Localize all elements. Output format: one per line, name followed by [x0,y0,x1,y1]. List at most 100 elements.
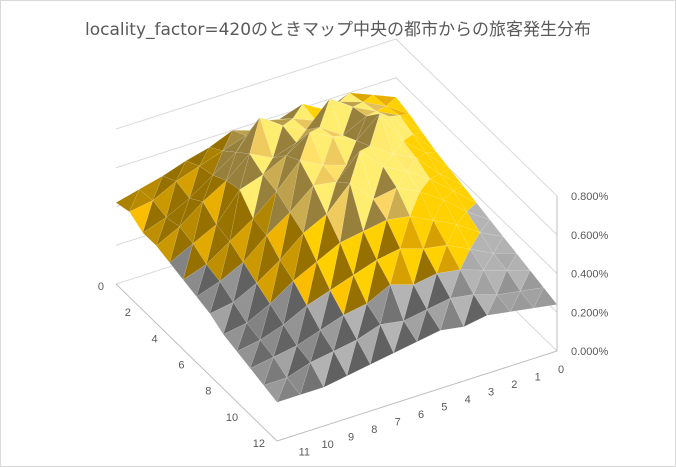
surface-facet [312,181,337,215]
x-tick-label: 0 [558,364,564,376]
surface-facet [452,190,477,213]
y-tick-label: 4 [152,333,158,345]
x-tick-label: 4 [465,394,471,406]
surface-facet [182,243,207,281]
surface-facet [483,269,508,296]
surface-facet [269,118,293,121]
surface-facet [259,117,284,159]
surface-facet [332,135,357,141]
surface-facet [128,188,154,213]
z-tick-label: 0.600% [571,230,609,242]
surface-facet [142,200,167,234]
surface-facet [353,230,378,276]
surface-facet [509,290,535,313]
surface-facet [356,303,381,341]
axis-lines [115,196,558,442]
surface-facet [276,377,301,403]
surface-facet [286,345,311,379]
surface-facet [346,339,371,377]
surface-facet [189,165,214,199]
surface-facet [269,280,294,326]
z-tick-label: 0.000% [571,346,609,358]
surface-facet [152,175,177,201]
surface-facet [299,361,324,396]
y-tick-label: 10 [226,412,238,424]
surface-facet [399,215,424,250]
surface-facet [416,309,441,343]
surface-facet [202,175,227,202]
z-tick-label: 0.200% [571,307,609,319]
surface-facet [486,294,511,316]
surface-facet [209,301,234,335]
y-tick-label: 0 [98,281,104,293]
x-tick-label: 6 [418,409,424,421]
surface-facet [372,166,397,200]
surface-facet [386,216,411,250]
surface-facet [249,356,274,386]
surface-mesh [115,92,558,403]
surface-facet [376,111,400,117]
surface-facet [413,273,438,311]
surface-facet [442,190,468,213]
surface-facet [370,323,394,365]
surface-facet [196,263,221,298]
surface-facet [339,230,364,276]
surface-facet [273,345,298,379]
surface-facet [382,166,407,189]
surface-facet [369,113,394,155]
x-tick-label: 7 [395,417,401,429]
surface-facet [402,133,427,154]
y-axis-line [115,283,278,442]
surface-facet [292,232,317,282]
surface-facet [402,141,427,159]
surface-facet [329,98,354,136]
y-tick-label: 6 [178,360,184,372]
surface-facet [219,240,244,282]
surface-facet [379,113,404,155]
y-tick-label: 12 [253,438,265,450]
tick-labels: 0.000% 0.200% 0.400% 0.600% 0.800% 0 2 4 6 8 10 12 0… [98,191,609,459]
x-axis-line [276,350,558,442]
surface-facet [319,98,344,136]
surface-facet [285,132,310,162]
y-tick-label: 8 [205,386,211,398]
surface-facet [323,350,348,388]
surface-facet [236,339,261,369]
surface-facet [266,211,291,261]
surface-facet [459,269,484,295]
surface-facet [372,94,397,107]
surface-facet [319,314,344,352]
surface-facet [332,136,357,166]
surface-facet [272,125,297,159]
z-tick-label: 0.800% [571,191,609,203]
surface-facet [406,170,431,193]
surface-facet [216,180,240,225]
x-tick-label: 8 [371,424,377,436]
z-gridline [115,38,558,197]
surface-facet [276,155,301,192]
surface-facet [393,320,418,354]
surface-facet [440,297,464,331]
surface-facet [342,106,367,137]
x-tick-label: 9 [348,432,354,444]
surface-facet [279,211,304,261]
z-tick-label: 0.400% [571,269,609,281]
x-tick-label: 5 [441,402,447,414]
surface-facet [292,103,317,122]
chart-title: locality_factor=420のときマップ中央の都市からの旅客発生分布 [84,20,592,40]
surface-facet [533,287,558,309]
surface-facet [192,201,217,245]
surface-facet [456,224,481,250]
surface-facet [179,198,204,227]
surface-facet [309,132,334,166]
surface-facet [343,303,368,341]
surface-facet [262,154,287,192]
surface-facet [273,324,298,358]
surface-facet [463,294,488,328]
y-tick-label: 2 [125,307,131,319]
x-tick-label: 2 [511,379,517,391]
z-gridline [115,77,558,236]
surface-facet [479,232,504,254]
